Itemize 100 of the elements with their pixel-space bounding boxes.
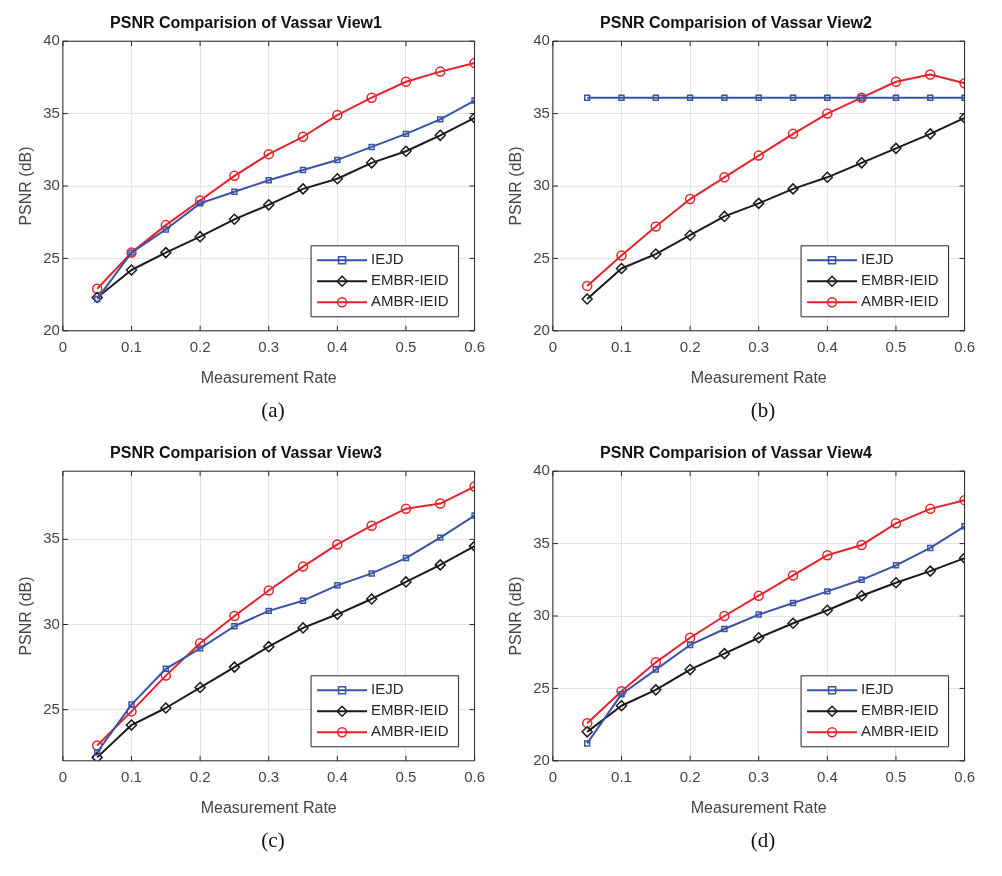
- y-tick-label: 25: [533, 248, 550, 266]
- point: [194, 195, 206, 206]
- x-tick-label: 0.6: [464, 767, 485, 785]
- chart-title: PSNR Comparision of Vassar View4: [600, 444, 872, 462]
- point: [437, 534, 444, 541]
- y-tick-label: 40: [533, 461, 550, 479]
- point: [787, 183, 799, 195]
- point: [650, 684, 662, 696]
- y-tick-label: 20: [43, 320, 60, 338]
- y-tick-label: 35: [43, 529, 60, 547]
- point: [400, 145, 412, 157]
- x-tick-label: 0.3: [258, 767, 280, 785]
- x-axis-title: Measurement Rate: [690, 368, 827, 386]
- point: [616, 686, 627, 697]
- point: [366, 520, 377, 531]
- point: [684, 663, 696, 676]
- point: [265, 607, 272, 615]
- point: [331, 173, 344, 185]
- point: [435, 498, 446, 509]
- y-axis-title: PSNR (dB): [507, 146, 525, 226]
- point: [615, 700, 628, 712]
- point: [890, 142, 902, 155]
- x-tick-label: 0.4: [816, 337, 838, 355]
- point: [400, 503, 412, 514]
- y-axis-title: PSNR (dB): [17, 576, 35, 656]
- point: [650, 221, 662, 232]
- point: [162, 226, 170, 233]
- point: [297, 561, 309, 572]
- point: [332, 109, 343, 121]
- legend-label: IEJD: [371, 250, 404, 268]
- y-tick-label: 30: [43, 614, 60, 632]
- legend-label: IEJD: [371, 680, 404, 698]
- legend-label: AMBR-IEID: [861, 722, 939, 740]
- point: [265, 176, 272, 184]
- point: [402, 554, 410, 562]
- point: [686, 94, 694, 101]
- point: [618, 94, 625, 101]
- point: [718, 210, 731, 223]
- point: [128, 701, 135, 708]
- point: [400, 576, 412, 588]
- point: [583, 740, 591, 747]
- point: [789, 599, 797, 607]
- point: [821, 604, 834, 616]
- point: [196, 645, 204, 652]
- point: [334, 156, 341, 164]
- point: [616, 250, 627, 261]
- point: [684, 193, 696, 205]
- y-tick-label: 40: [43, 31, 60, 49]
- point: [125, 264, 138, 276]
- point: [719, 610, 730, 622]
- y-tick-label: 35: [533, 533, 550, 551]
- point: [925, 503, 936, 515]
- text: (d): [749, 828, 776, 853]
- point: [160, 246, 172, 259]
- point: [91, 751, 103, 761]
- x-tick-label: 0.1: [611, 767, 632, 785]
- x-tick-label: 0.1: [611, 337, 632, 355]
- point: [91, 283, 103, 295]
- point: [297, 622, 309, 634]
- x-tick-label: 0.3: [748, 767, 770, 785]
- chart-title: PSNR Comparision of Vassar View2: [600, 14, 872, 32]
- x-tick-label: 0.6: [954, 337, 975, 355]
- x-tick-label: 0.6: [954, 767, 975, 785]
- point: [925, 69, 936, 80]
- point: [684, 229, 696, 241]
- point: [262, 640, 275, 653]
- point: [194, 638, 206, 649]
- point: [652, 666, 660, 673]
- point: [435, 66, 446, 77]
- x-tick-label: 0.3: [748, 337, 770, 355]
- legend-label: EMBR-IEID: [371, 271, 449, 289]
- point: [583, 94, 591, 101]
- point: [652, 94, 660, 101]
- x-axis-title: Measurement Rate: [690, 798, 827, 816]
- point: [753, 590, 764, 601]
- point: [263, 585, 274, 596]
- point: [125, 719, 138, 731]
- point: [719, 172, 730, 183]
- point: [160, 219, 172, 231]
- point: [231, 188, 238, 196]
- x-tick-label: 0: [548, 767, 558, 785]
- point: [686, 641, 694, 649]
- point: [927, 544, 934, 552]
- legend-label: EMBR-IEID: [861, 271, 939, 289]
- point: [684, 632, 696, 643]
- point: [618, 690, 625, 698]
- point: [331, 608, 344, 621]
- y-tick-label: 25: [43, 248, 60, 266]
- x-tick-label: 0.6: [464, 337, 485, 355]
- point: [718, 647, 731, 660]
- y-tick-label: 20: [533, 320, 550, 338]
- point: [434, 129, 447, 142]
- x-tick-label: 0.1: [121, 767, 142, 785]
- point: [755, 611, 762, 618]
- legend-label: IEJD: [861, 250, 894, 268]
- x-axis-title: Measurement Rate: [200, 798, 337, 816]
- point: [229, 170, 240, 182]
- point: [924, 565, 937, 577]
- legend-label: EMBR-IEID: [861, 701, 939, 719]
- point: [581, 717, 593, 729]
